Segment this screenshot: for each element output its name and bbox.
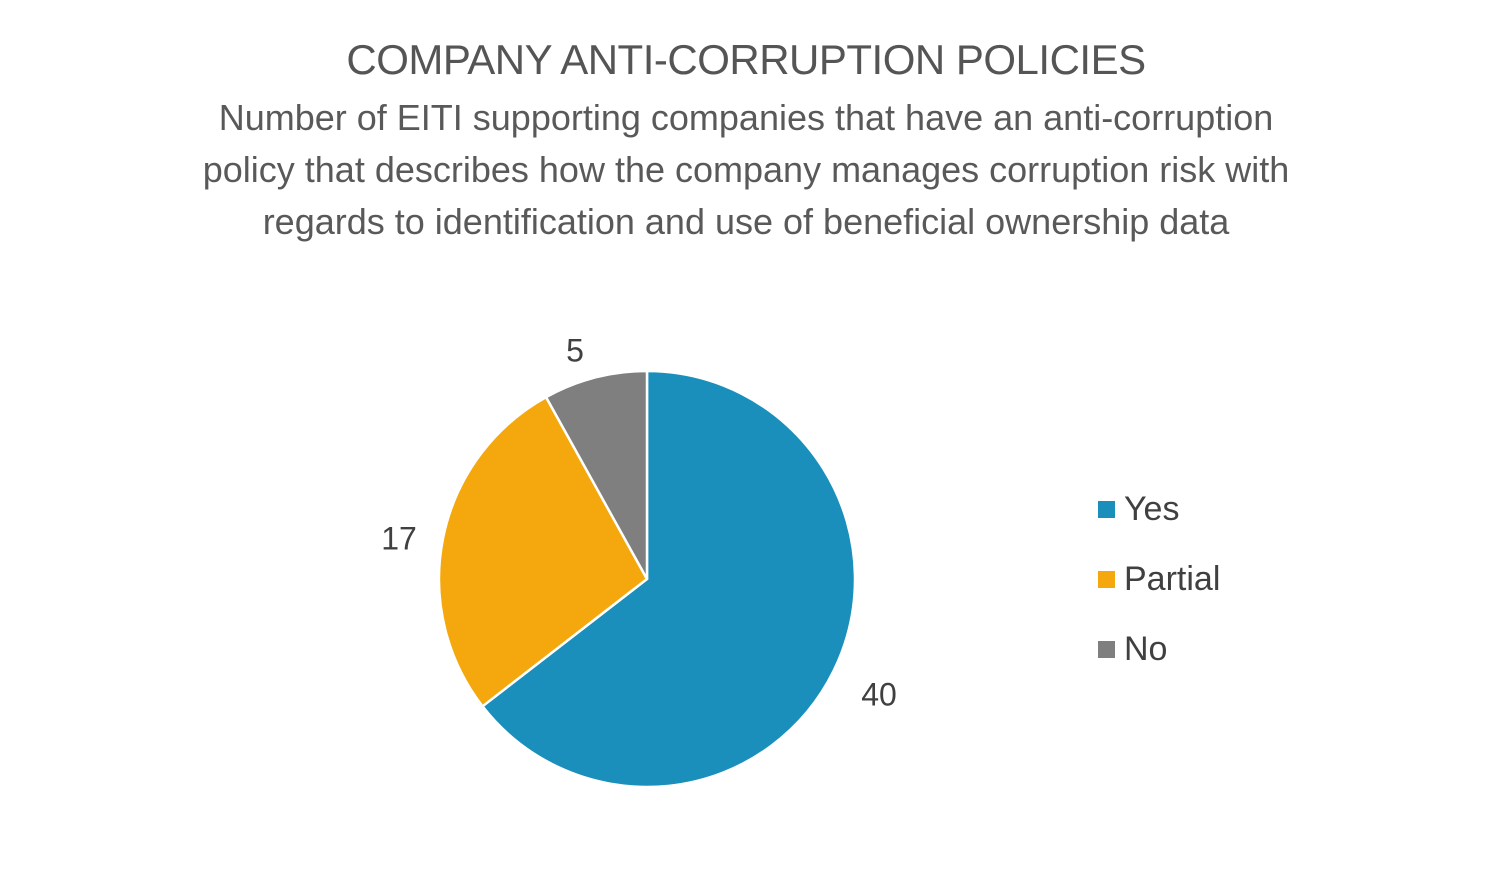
legend-item-yes: Yes [1098,474,1220,544]
data-label-partial: 17 [381,520,417,556]
pie-data-labels: 40 17 5 [381,332,897,712]
pie-slices [437,369,857,789]
legend-item-no: No [1098,614,1220,684]
pie-slice-partial [437,395,649,708]
legend-swatch-yes [1098,500,1115,518]
legend-label-partial: Partial [1124,559,1221,598]
legend-label-yes: Yes [1124,489,1180,528]
legend: Yes Partial No [1098,474,1220,684]
pie-slice-yes [481,369,857,789]
data-label-no: 5 [566,332,584,368]
chart-title: COMPANY ANTI-CORRUPTION POLICIES [346,36,1146,83]
legend-swatch-no [1098,640,1115,658]
chart-subtitle: Number of EITI supporting companies that… [202,97,1290,242]
data-label-yes: 40 [861,676,897,712]
legend-swatch-partial [1098,570,1115,588]
legend-item-partial: Partial [1098,544,1220,614]
legend-label-no: No [1124,629,1168,668]
pie-slice-no [544,369,649,581]
